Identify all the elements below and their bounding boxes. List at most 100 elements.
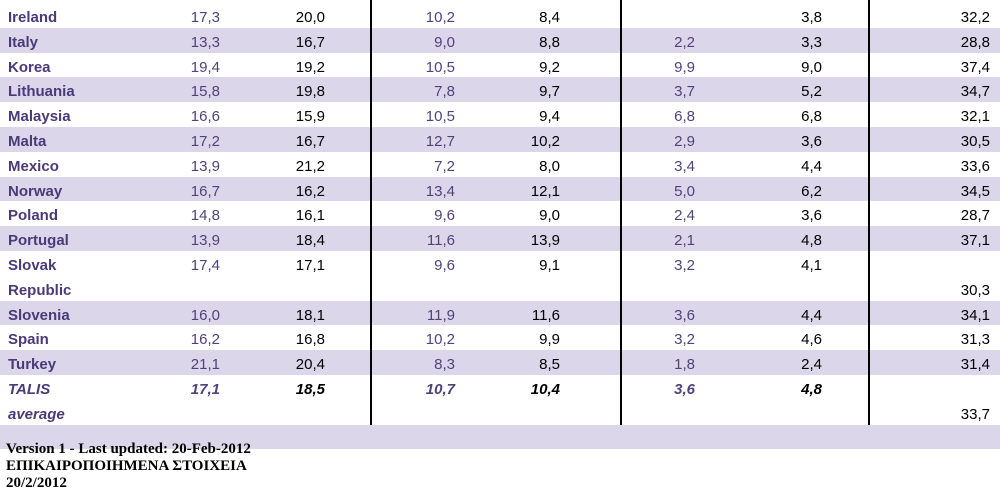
value-cell: 16,1	[295, 207, 325, 225]
value-cell: 16,2	[190, 331, 220, 349]
country-name: Portugal	[8, 232, 69, 250]
value-cell: 10,7	[425, 381, 455, 398]
value-cell: 16,7	[295, 133, 325, 150]
value-cell: 2,4	[801, 356, 822, 374]
value-cell: 37,4	[960, 58, 990, 76]
value-cell: 8,4	[539, 9, 560, 26]
country-name: TALIS	[8, 381, 51, 398]
table-row: Korea 19,4 19,2 10,5 9,2 9,9 9,0 37,4	[0, 53, 1000, 78]
value-cell: 12,1	[530, 182, 560, 200]
value-cell: 9,0	[539, 207, 560, 225]
value-cell: 9,9	[539, 331, 560, 349]
value-cell: 4,4	[801, 157, 822, 175]
value-cell: 15,9	[295, 108, 325, 126]
value-cell: 10,2	[425, 9, 455, 26]
value-cell: 7,2	[434, 157, 455, 175]
value-cell: 5,2	[801, 83, 822, 101]
value-cell: 28,8	[960, 33, 990, 51]
value-cell: 20,0	[295, 9, 325, 26]
value-cell: 13,3	[190, 33, 220, 51]
country-name: Ireland	[8, 9, 58, 26]
value-cell: 28,7	[960, 207, 990, 225]
value-cell: 3,6	[674, 306, 695, 324]
value-cell: 17,1	[295, 257, 325, 274]
value-cell: 31,4	[960, 356, 990, 374]
value-cell: 16,8	[295, 331, 325, 349]
value-cell: 3,6	[801, 207, 822, 225]
column-divider	[370, 0, 372, 425]
value-cell: 21,2	[295, 157, 325, 175]
value-cell: 34,7	[960, 83, 990, 101]
value-cell: 30,3	[960, 281, 990, 299]
country-name: Slovak	[8, 257, 57, 274]
value-cell: 8,8	[539, 33, 560, 51]
value-cell: 9,9	[674, 58, 695, 76]
value-cell: 11,6	[531, 306, 560, 324]
country-name: Malta	[8, 133, 47, 150]
value-cell: 4,8	[801, 232, 822, 250]
value-cell: 4,8	[801, 381, 822, 398]
value-cell: 8,0	[539, 157, 560, 175]
country-name-line2: Republic	[8, 281, 72, 299]
value-cell: 4,6	[801, 331, 822, 349]
value-cell: 17,2	[190, 133, 220, 150]
table-bottom-band	[0, 424, 1000, 449]
value-cell: 10,4	[530, 381, 560, 398]
country-name: Malaysia	[8, 108, 71, 126]
value-cell: 6,2	[801, 182, 822, 200]
table-row: Mexico 13,9 21,2 7,2 8,0 3,4 4,4 33,6	[0, 152, 1000, 177]
table-row: Malaysia 16,6 15,9 10,5 9,4 6,8 6,8 32,1	[0, 102, 1000, 127]
value-cell: 13,9	[530, 232, 560, 250]
value-cell: 19,8	[295, 83, 325, 101]
value-cell: 17,3	[190, 9, 220, 26]
table-row: Lithuania 15,8 19,8 7,8 9,7 3,7 5,2 34,7	[0, 77, 1000, 103]
value-cell: 8,3	[434, 356, 455, 374]
value-cell: 14,8	[190, 207, 220, 225]
value-cell: 3,4	[674, 157, 695, 175]
value-cell: 9,7	[539, 83, 560, 101]
updated-data-note: ΕΠΙΚΑΙΡΟΠΟΙΗΜΕΝΑ ΣΤΟΙΧΕΙΑ	[6, 458, 247, 474]
table-row: Ireland 17,3 20,0 10,2 8,4 3,8 32,2	[0, 3, 1000, 28]
value-cell: 32,2	[960, 9, 990, 26]
value-cell: 3,2	[674, 257, 695, 274]
value-cell: 13,9	[190, 157, 220, 175]
value-cell: 18,1	[295, 306, 325, 324]
value-cell: 4,4	[801, 306, 822, 324]
value-cell: 9,2	[539, 58, 560, 76]
value-cell: 32,1	[960, 108, 990, 126]
value-cell: 33,7	[960, 405, 990, 423]
value-cell: 3,6	[801, 133, 822, 150]
value-cell: 1,8	[674, 356, 695, 374]
footer-notes: Version 1 - Last updated: 20-Feb-2012 ΕΠ…	[6, 441, 251, 492]
table-row: Malta 17,2 16,7 12,7 10,2 2,9 3,6 30,5	[0, 127, 1000, 152]
value-cell: 16,7	[295, 33, 325, 51]
value-cell: 10,5	[425, 58, 455, 76]
value-cell: 18,4	[295, 232, 325, 250]
country-name: Poland	[8, 207, 59, 225]
value-cell: 4,1	[801, 257, 822, 274]
value-cell: 18,5	[295, 381, 325, 398]
value-cell: 16,6	[190, 108, 220, 126]
value-cell: 9,4	[539, 108, 560, 126]
value-cell: 19,4	[190, 58, 220, 76]
value-cell: 6,8	[801, 108, 822, 126]
value-cell: 7,8	[434, 83, 455, 101]
value-cell: 11,6	[426, 232, 455, 250]
value-cell: 30,5	[960, 133, 990, 150]
value-cell: 16,2	[295, 182, 325, 200]
table-row: Turkey 21,1 20,4 8,3 8,5 1,8 2,4 31,4	[0, 350, 1000, 375]
value-cell: 37,1	[960, 232, 990, 250]
value-cell: 16,7	[190, 182, 220, 200]
table-row: Poland 14,8 16,1 9,6 9,0 2,4 3,6 28,7	[0, 201, 1000, 226]
table-row: Norway 16,7 16,2 13,4 12,1 5,0 6,2 34,5	[0, 176, 1000, 202]
country-name: Spain	[8, 331, 49, 349]
value-cell: 31,3	[960, 331, 990, 349]
country-name: Turkey	[8, 356, 57, 374]
value-cell: 3,7	[674, 83, 695, 101]
table-row: Spain 16,2 16,8 10,2 9,9 3,2 4,6 31,3	[0, 325, 1000, 350]
value-cell: 3,3	[801, 33, 822, 51]
update-date: 20/2/2012	[6, 475, 67, 491]
value-cell: 6,8	[674, 108, 695, 126]
value-cell: 13,4	[425, 182, 455, 200]
country-name-line2: average	[8, 405, 65, 423]
